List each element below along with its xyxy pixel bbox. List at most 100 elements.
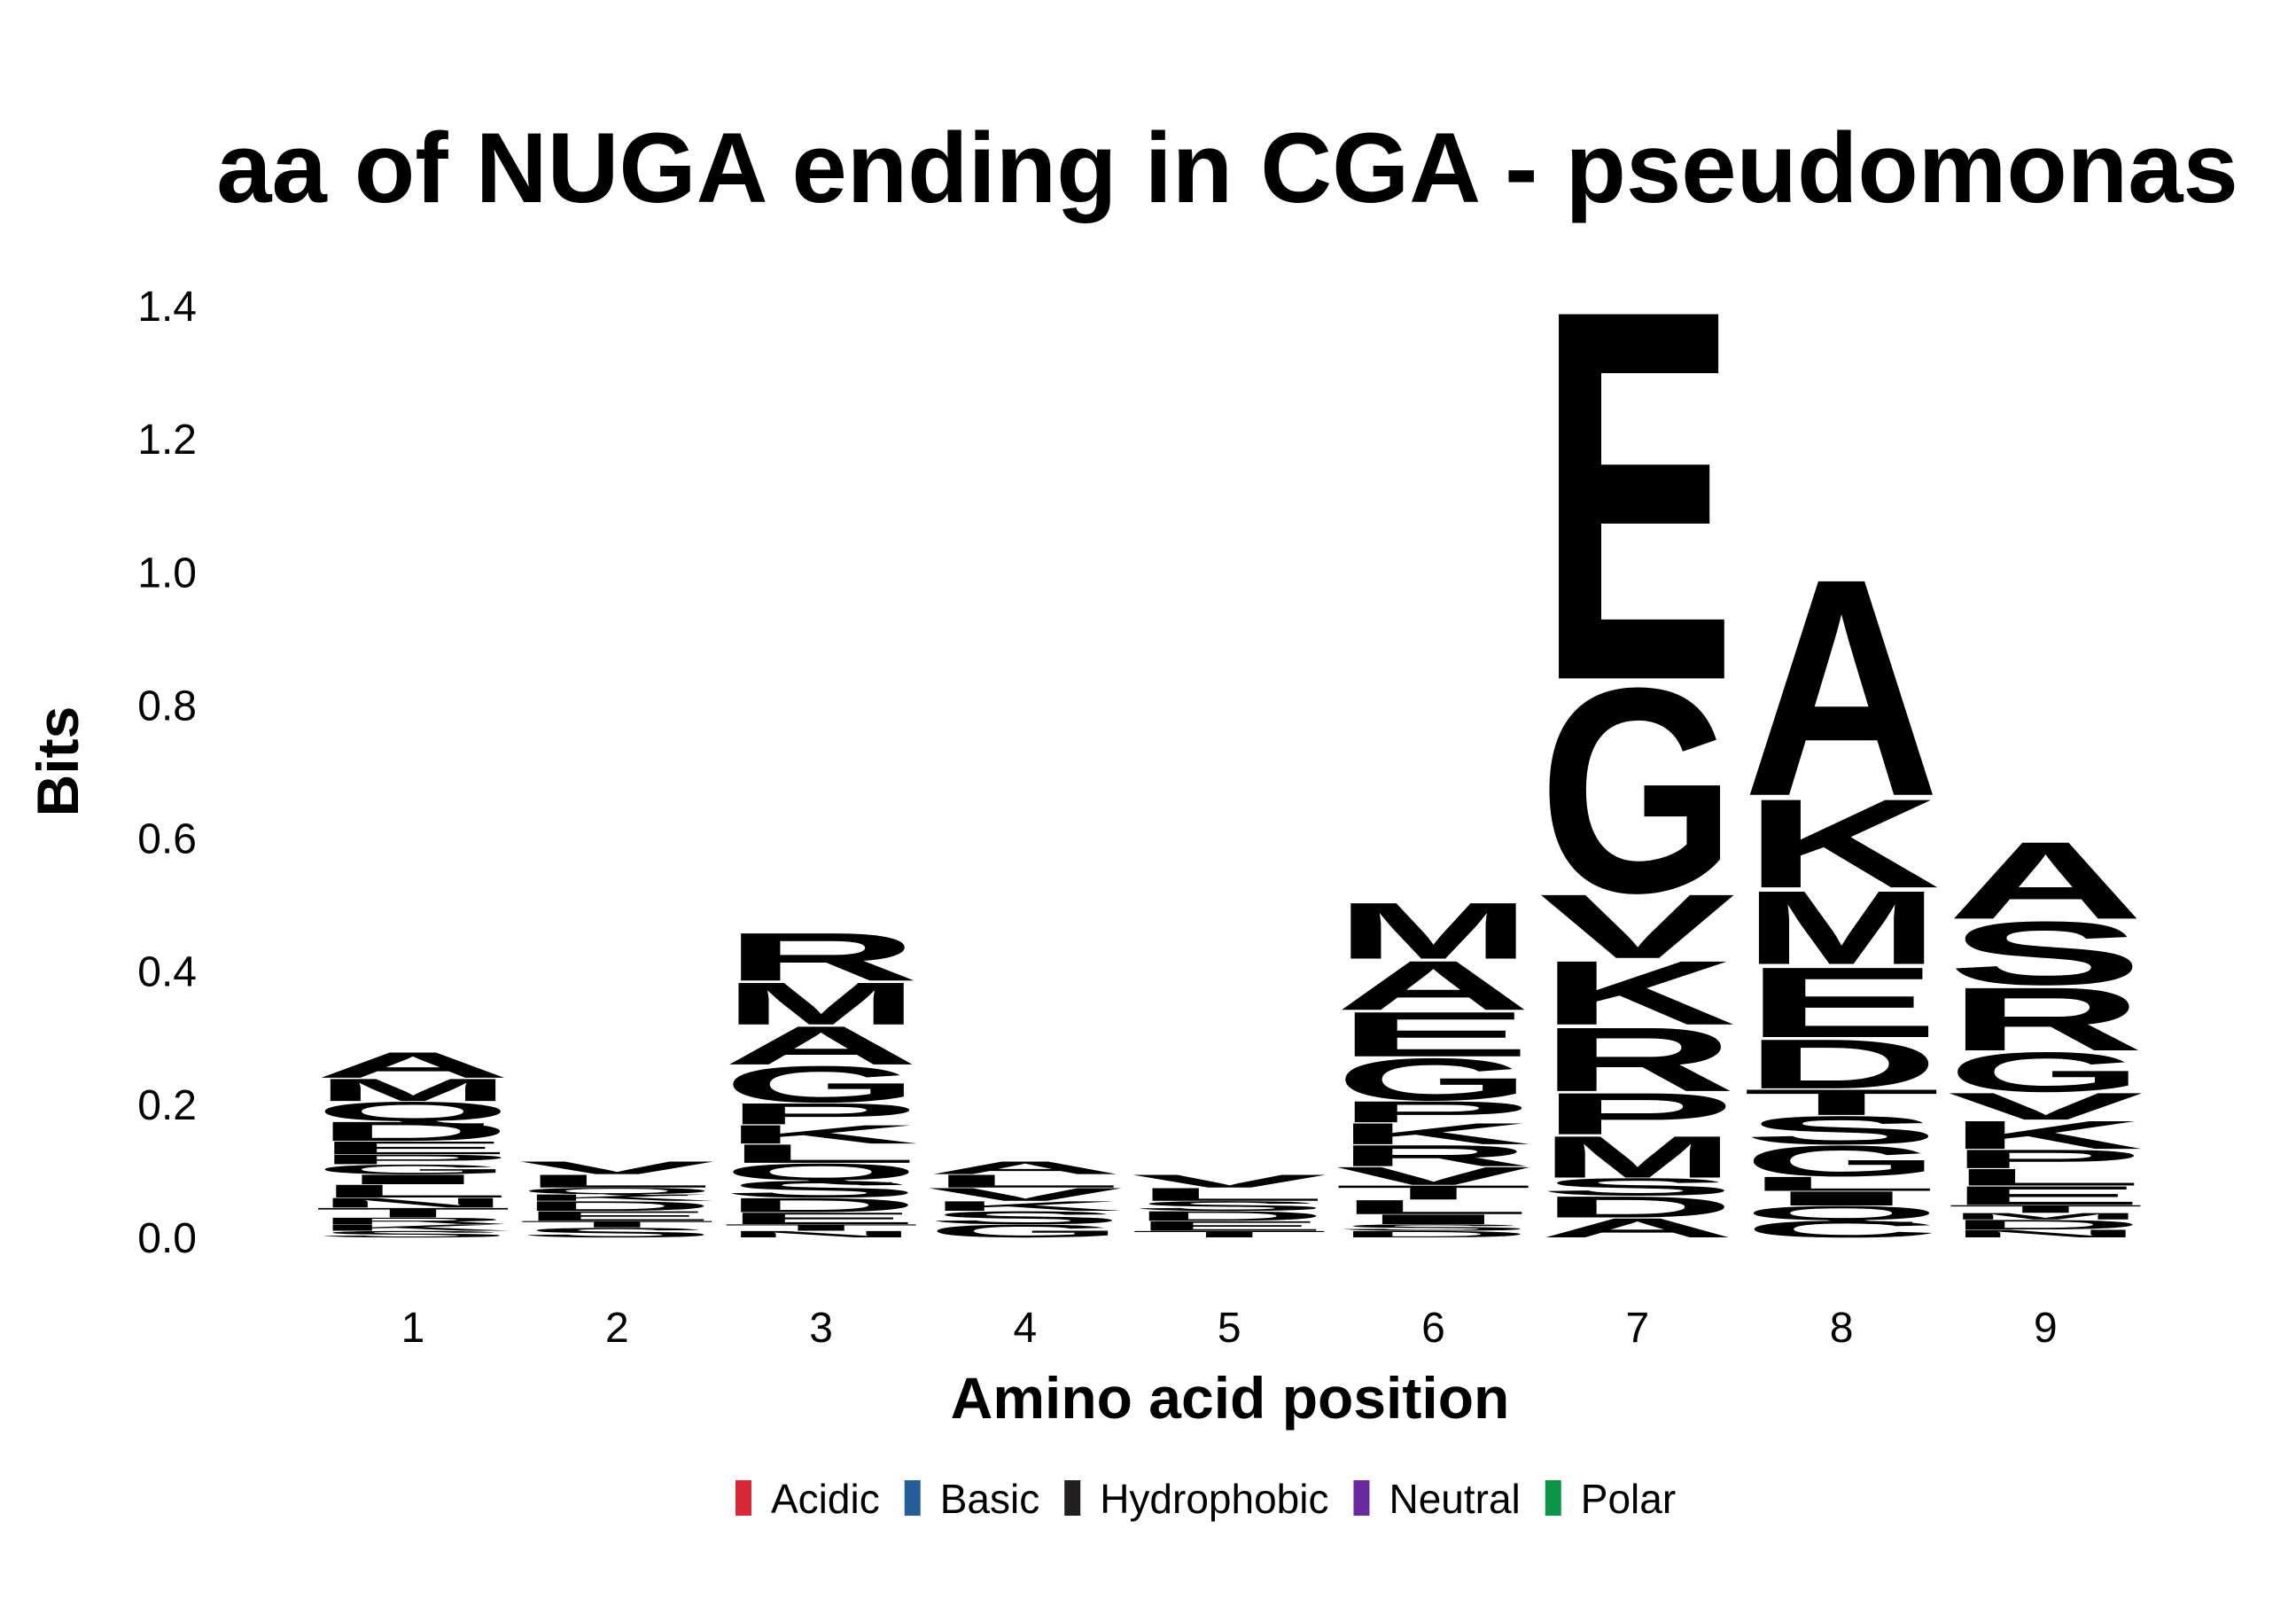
logo-letter: L bbox=[1131, 1184, 1327, 1205]
logo-letter: P bbox=[1539, 1080, 1736, 1147]
logo-letter: P bbox=[1335, 1096, 1532, 1129]
logo-letter: V bbox=[1539, 876, 1736, 978]
logo-letter: K bbox=[1335, 1117, 1532, 1150]
logo-letter: S bbox=[518, 1225, 715, 1240]
logo-letter: K bbox=[518, 1192, 715, 1203]
logo-letter: P bbox=[723, 1097, 920, 1131]
legend-swatch bbox=[1064, 1480, 1081, 1516]
logo-letter: I bbox=[1335, 1212, 1532, 1227]
y-tick-label: 0.4 bbox=[137, 949, 197, 996]
logo-letter: V bbox=[518, 1158, 715, 1178]
logo-letter: R bbox=[1539, 1008, 1736, 1110]
logo-letter: D bbox=[1947, 1217, 2144, 1232]
logo-letter: A bbox=[315, 1045, 511, 1086]
logo-letter: I bbox=[1743, 1187, 1940, 1209]
logo-letter: D bbox=[518, 1198, 715, 1213]
legend-label: Basic bbox=[940, 1476, 1039, 1522]
y-tick-label: 0.2 bbox=[137, 1082, 197, 1129]
logo-letter: E bbox=[1335, 999, 1532, 1071]
legend-swatch bbox=[735, 1480, 751, 1516]
logo-letter: K bbox=[1743, 773, 1940, 915]
logo-letter: E bbox=[1539, 200, 1736, 792]
logo-letter: R bbox=[315, 1216, 511, 1227]
logo-letter: V bbox=[927, 1184, 1124, 1205]
legend-swatch bbox=[1353, 1480, 1370, 1516]
logo-letter: R bbox=[1947, 969, 2144, 1070]
logo-letter: M bbox=[1743, 869, 1940, 987]
logo-letter: G bbox=[1743, 1137, 1940, 1186]
logo-letter: G bbox=[927, 1221, 1124, 1241]
y-tick-label: 0.6 bbox=[137, 816, 197, 863]
logo-letter: S bbox=[927, 1207, 1124, 1228]
x-tick-label: 8 bbox=[1830, 1305, 1854, 1352]
logo-letter: K bbox=[315, 1222, 511, 1233]
logo-letter: T bbox=[518, 1219, 715, 1228]
logo-letter: S bbox=[723, 1176, 920, 1203]
y-tick-label: 0.0 bbox=[137, 1215, 197, 1262]
logo-letter: L bbox=[1947, 1164, 2144, 1190]
logo-letter: K bbox=[927, 1198, 1124, 1213]
logo-letter: L bbox=[723, 1139, 920, 1168]
legend-swatch bbox=[1545, 1480, 1561, 1516]
chart-title: aa of NUGA ending in CGA - pseudomonas bbox=[216, 113, 2238, 223]
logo-letter: Q bbox=[315, 1096, 511, 1127]
logo-letter: V bbox=[1131, 1171, 1327, 1191]
logo-letter: M bbox=[1947, 1211, 2144, 1221]
logo-letter: D bbox=[1539, 1190, 1736, 1224]
y-tick-label: 1.0 bbox=[137, 550, 197, 597]
logo-letter: P bbox=[315, 1151, 511, 1166]
logo-letter: G bbox=[315, 1162, 511, 1177]
logo-letter: G bbox=[723, 1056, 920, 1114]
x-tick-label: 6 bbox=[1421, 1305, 1445, 1352]
x-tick-label: 1 bbox=[401, 1305, 425, 1352]
logo-letter: L bbox=[315, 1181, 511, 1201]
logo-letter: E bbox=[315, 1138, 511, 1158]
logo-letter: V bbox=[1335, 1162, 1532, 1190]
y-axis-label: Bits bbox=[25, 706, 90, 817]
legend-label: Polar bbox=[1581, 1476, 1676, 1522]
logo-letter: Q bbox=[518, 1186, 715, 1197]
x-tick-label: 3 bbox=[809, 1305, 833, 1352]
logo-letter: K bbox=[1539, 941, 1736, 1043]
logo-letter: Q bbox=[723, 1158, 920, 1185]
logo-letter: R bbox=[723, 919, 920, 995]
logo-letter: D bbox=[1131, 1208, 1327, 1223]
logo-letter: T bbox=[1335, 1182, 1532, 1204]
logo-letter: A bbox=[927, 1158, 1124, 1178]
logo-letter: G bbox=[1539, 628, 1736, 954]
logo-letter: S bbox=[1743, 1108, 1940, 1153]
logo-letter: K bbox=[1947, 1112, 2144, 1158]
x-tick-label: 2 bbox=[605, 1305, 629, 1352]
logo-letter: E bbox=[1743, 947, 1940, 1059]
logo-letter: M bbox=[1539, 1124, 1736, 1190]
logo-letter: E bbox=[1947, 1181, 2144, 1210]
logo-letter: M bbox=[1335, 886, 1532, 976]
logo-letter: E bbox=[518, 1208, 715, 1223]
logo-letter: D bbox=[1335, 1229, 1532, 1240]
logo-letter: Q bbox=[1743, 1202, 1940, 1224]
logo-letter: G bbox=[1947, 1041, 2144, 1104]
logo-letter: L bbox=[927, 1171, 1124, 1191]
logo-letter: K bbox=[723, 1119, 920, 1149]
logo-letter: G bbox=[1335, 1046, 1532, 1113]
logo-letter: A bbox=[1743, 514, 1940, 861]
logo-letter: S bbox=[1539, 1174, 1736, 1201]
logo-letter: I bbox=[315, 1172, 511, 1187]
logo-letter: L bbox=[518, 1171, 715, 1191]
logo-letter: N bbox=[1947, 1228, 2144, 1240]
logo-letter: T bbox=[1743, 1082, 1940, 1123]
logo-letter: S bbox=[1947, 903, 2144, 1004]
logo-letter: L bbox=[1335, 1196, 1532, 1218]
y-tick-label: 1.4 bbox=[137, 284, 197, 331]
logo-letter: S bbox=[1335, 1222, 1532, 1233]
logo-letter: T bbox=[723, 1222, 920, 1232]
logo-letter: A bbox=[1335, 947, 1532, 1026]
logo-letter: T bbox=[315, 1205, 511, 1221]
logo-letter: D bbox=[723, 1194, 920, 1216]
logo-letter: E bbox=[1131, 1219, 1327, 1234]
logo-letter: S bbox=[1131, 1198, 1327, 1213]
x-tick-label: 5 bbox=[1218, 1305, 1241, 1352]
x-tick-label: 4 bbox=[1014, 1305, 1038, 1352]
x-axis-label: Amino acid position bbox=[951, 1365, 1510, 1431]
